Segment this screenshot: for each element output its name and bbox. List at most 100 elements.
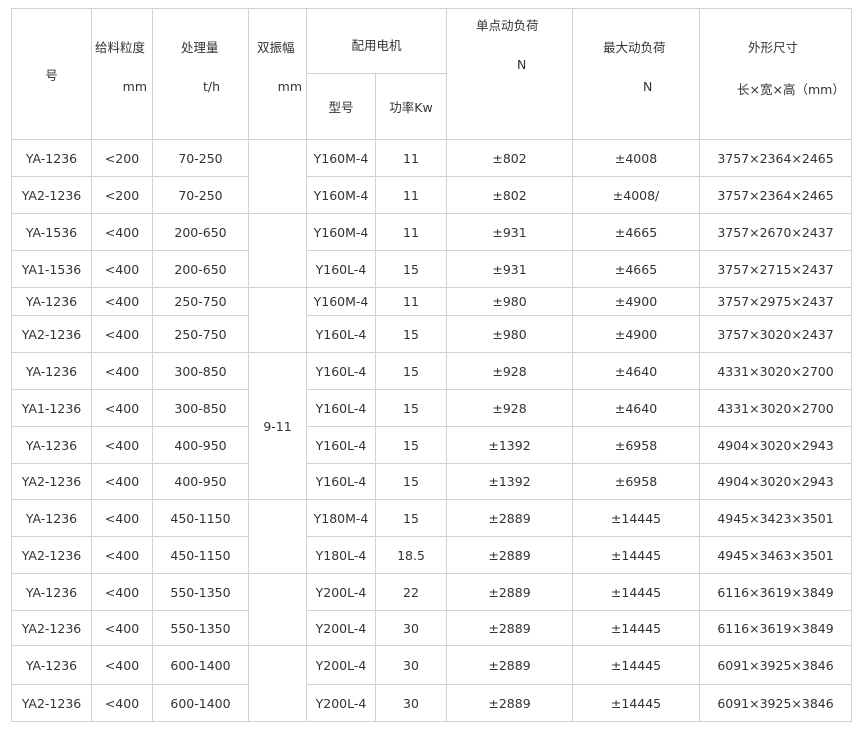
cell-motor-type: Y160L-4 [306,352,376,390]
cell-single-load: ±928 [446,389,574,427]
cell-single-load: ±802 [446,176,574,214]
cell-amplitude [248,573,307,646]
cell-model: YA2-1236 [11,536,92,574]
cell-single-load: ±1392 [446,426,574,464]
table-row: YA-1236 <400 300-850 9-11 Y160L-4 15 ±928 ±4640… [11,352,853,500]
cell-dimensions: 6091×3925×3846 [699,645,853,685]
header-single-load-unit: N [517,57,527,72]
cell-max-load: ±14445 [572,684,701,722]
cell-model: YA-1236 [11,287,92,316]
cell-motor-type: Y160L-4 [306,426,376,464]
cell-capacity: 400-950 [152,426,249,464]
cell-amplitude [248,213,307,288]
cell-motor-power: 30 [374,645,448,685]
cell-dimensions: 4331×3020×2700 [699,389,853,427]
cell-motor-type: Y180L-4 [306,536,376,574]
cell-feed-size: <400 [91,536,153,574]
table-row: YA2-1236 <400 600-1400 Y200L-4 30 ±2889 ±14445… [11,684,853,722]
table-row: YA-1536 <400 200-650 Y160M-4 11 ±931 ±4665 3757… [11,213,853,288]
header-amplitude: 双振幅 mm [248,8,307,140]
cell-max-load: ±6958 [572,463,701,500]
cell-feed-size: <400 [91,573,153,611]
cell-dimensions: 4945×3423×3501 [699,499,853,537]
cell-motor-power: 11 [374,287,448,316]
header-subrow: 型号 功率Kw [12,73,852,140]
cell-motor-type: Y160L-4 [306,315,376,353]
table-row: YA-1236 <400 600-1400 Y200L-4 30 ±2889 ±14445 6… [11,645,853,722]
cell-model: YA-1236 [11,352,92,390]
cell-capacity: 300-850 [152,352,249,390]
header-max-load-label: 最大动负荷 [603,40,666,55]
cell-max-load: ±4665 [572,213,701,251]
cell-feed-size: <400 [91,250,153,288]
cell-feed-size: <400 [91,684,153,722]
header-model: 号 [11,8,92,140]
cell-feed-size: <200 [91,176,153,214]
cell-dimensions: 4331×3020×2700 [699,352,853,390]
header-row: 号 给料粒度 mm 处理量 t/h 双振幅 mm 配用电机 单点动负荷 N 最大… [11,8,853,140]
cell-motor-power: 15 [374,463,448,500]
cell-feed-size: <400 [91,499,153,537]
cell-motor-type: Y160L-4 [306,463,376,500]
cell-motor-power: 11 [374,213,448,251]
cell-dimensions: 3757×2975×2437 [699,287,853,316]
cell-model: YA-1236 [11,573,92,611]
header-max-load-unit: N [643,79,653,94]
cell-amplitude [248,645,307,722]
cell-model: YA-1536 [11,213,92,251]
table-row: YA1-1236 <400 300-850 Y160L-4 15 ±928 ±4640 433… [11,389,853,427]
cell-motor-type: Y160M-4 [306,287,376,316]
header-motor-type: 型号 [306,73,376,140]
cell-max-load: ±4900 [572,315,701,353]
cell-single-load: ±2889 [446,536,574,574]
cell-dimensions: 4904×3020×2943 [699,426,853,464]
cell-capacity: 550-1350 [152,610,249,646]
header-dimensions-label: 外形尺寸 [748,40,799,55]
cell-motor-power: 15 [374,499,448,537]
cell-model: YA1-1536 [11,250,92,288]
cell-capacity: 70-250 [152,139,249,177]
header-feed-size: 给料粒度 mm [91,8,153,140]
table-row: YA1-1536 <400 200-650 Y160L-4 15 ±931 ±4665 375… [11,250,853,288]
cell-model: YA2-1236 [11,315,92,353]
cell-max-load: ±14445 [572,536,701,574]
cell-capacity: 250-750 [152,315,249,353]
cell-max-load: ±4640 [572,389,701,427]
table-row: YA2-1236 <400 400-950 Y160L-4 15 ±1392 ±6958 49… [11,463,853,500]
cell-capacity: 400-950 [152,463,249,500]
header-motor: 配用电机 [305,8,448,74]
cell-capacity: 450-1150 [152,499,249,537]
cell-feed-size: <400 [91,463,153,500]
cell-single-load: ±2889 [446,499,574,537]
cell-amplitude [248,499,307,574]
header-single-load: 单点动负荷 N [446,8,574,140]
cell-amplitude [248,287,307,353]
table-row: YA-1236 <200 70-250 Y160M-4 11 ±802 ±4008 3757×… [11,139,853,214]
cell-capacity: 600-1400 [152,645,249,685]
header-single-load-label: 单点动负荷 [476,18,539,33]
cell-motor-type: Y200L-4 [306,573,376,611]
cell-dimensions: 3757×2364×2465 [699,139,853,177]
header-amplitude-label: 双振幅 [257,40,295,55]
cell-feed-size: <400 [91,287,153,316]
cell-amplitude: 9-11 [248,352,307,500]
cell-single-load: ±931 [446,250,574,288]
cell-capacity: 450-1150 [152,536,249,574]
cell-capacity: 250-750 [152,287,249,316]
cell-feed-size: <400 [91,213,153,251]
table-row: YA-1236 <400 550-1350 Y200L-4 22 ±2889 ±14445 6… [11,573,853,646]
table-row: YA-1236 <400 250-750 Y160M-4 11 ±980 ±4900 3757… [11,287,853,353]
cell-model: YA2-1236 [11,176,92,214]
cell-motor-power: 22 [374,573,448,611]
cell-motor-power: 11 [374,176,448,214]
cell-feed-size: <400 [91,389,153,427]
cell-dimensions: 4904×3020×2943 [699,463,853,500]
cell-model: YA-1236 [11,426,92,464]
header-dimensions-unit: 长×宽×高（mm） [737,82,845,97]
cell-motor-power: 18.5 [374,536,448,574]
cell-single-load: ±2889 [446,610,574,646]
header-capacity: 处理量 t/h [152,8,249,140]
cell-capacity: 200-650 [152,250,249,288]
cell-motor-power: 15 [374,352,448,390]
cell-dimensions: 3757×2715×2437 [699,250,853,288]
